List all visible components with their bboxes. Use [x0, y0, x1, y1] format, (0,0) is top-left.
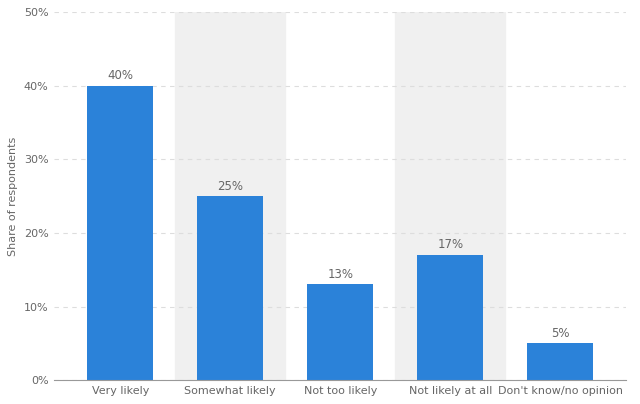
Bar	[396, 13, 506, 380]
Text: 5%: 5%	[551, 327, 570, 340]
Bar	[87, 86, 153, 380]
Bar	[417, 255, 483, 380]
Y-axis label: Share of respondents: Share of respondents	[8, 137, 19, 256]
Bar	[197, 196, 263, 380]
Text: 40%: 40%	[108, 69, 133, 82]
Bar	[175, 13, 285, 380]
Bar	[307, 284, 373, 380]
Bar	[527, 343, 593, 380]
Text: 17%: 17%	[437, 238, 463, 251]
Text: 13%: 13%	[327, 268, 353, 281]
Text: 25%: 25%	[217, 179, 243, 193]
